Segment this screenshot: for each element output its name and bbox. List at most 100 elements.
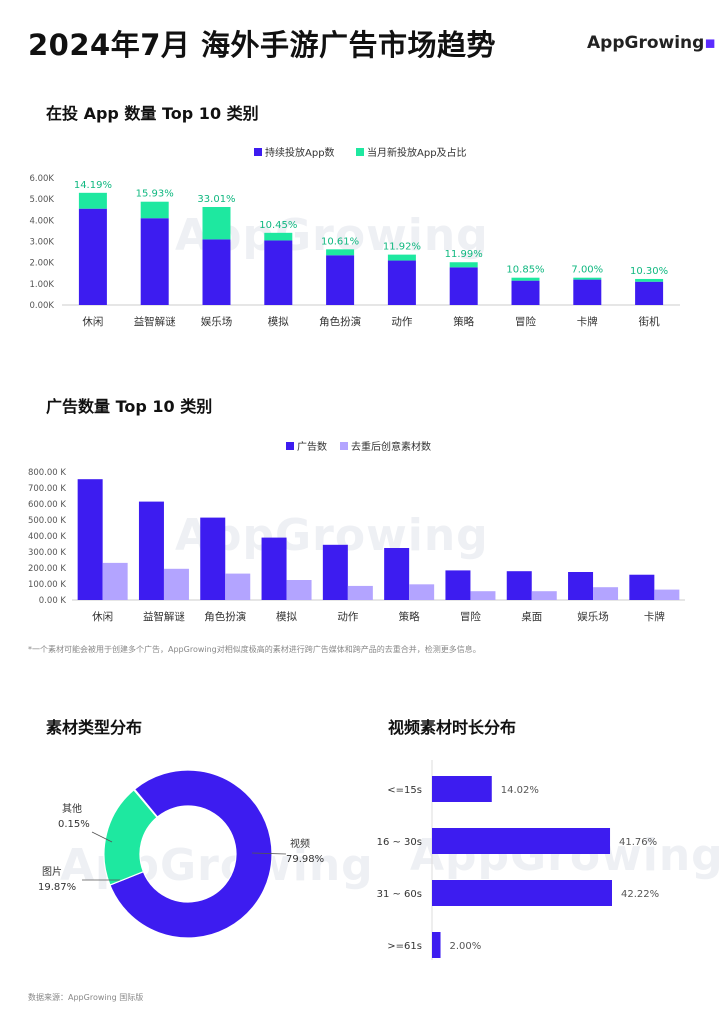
chart2-title: 广告数量 Top 10 类别 [46, 397, 213, 416]
bar-ad-count [138, 501, 164, 600]
duration-bar [432, 828, 611, 854]
app-count-bar-chart: 持续投放App数 当月新投放App及占比 0.00K 1.00K 2.00K 3.00K 4… [30, 146, 680, 328]
x-tick-label: 策略 [453, 315, 474, 328]
y-tick-label: 200.00 K [28, 564, 66, 574]
chart4-title: 视频素材时长分布 [388, 718, 517, 737]
x-tick-label: 动作 [391, 316, 412, 328]
data-label: 10.61% [321, 236, 359, 247]
slice-percent: 19.87% [38, 882, 76, 893]
bar-ad-count [200, 517, 226, 600]
bar-continuing [202, 239, 231, 305]
slice-name: 视频 [290, 837, 310, 850]
duration-percent: 41.76% [619, 837, 657, 848]
duration-bar [432, 880, 612, 906]
page-title: 2024年7月 海外手游广告市场趋势 [28, 28, 496, 62]
bar-creative-count [163, 568, 189, 600]
y-tick-label: 0.00 K [39, 596, 67, 606]
logo-text: AppGrowing [587, 33, 705, 53]
bar-ad-count [445, 570, 471, 600]
bar-continuing [511, 280, 540, 305]
y-tick-label: 2.00K [30, 259, 55, 269]
bar-new [326, 249, 355, 256]
label-leader-line [91, 831, 113, 843]
appgrowing-logo: AppGrowing▪ [587, 33, 716, 53]
video-duration-bar-chart: <=15s 14.02% 16 ~ 30s 41.76% 31 ~ 60s 42.22% >… [377, 760, 659, 960]
bar-ad-count [322, 544, 348, 600]
y-tick-label: 800.00 K [28, 468, 66, 478]
donut-slice [109, 769, 273, 939]
bar-creative-count [593, 587, 619, 600]
y-tick-label: 500.00 K [28, 516, 66, 526]
bar-continuing [78, 208, 107, 305]
bar-ad-count [261, 537, 287, 600]
legend-label-0: 持续投放App数 [265, 146, 335, 159]
data-source: 数据来源：AppGrowing 国际版 [28, 993, 144, 1002]
x-tick-label: 卡牌 [577, 315, 598, 328]
x-tick-label: 益智解谜 [143, 610, 185, 623]
label-leader-line [251, 852, 287, 855]
bar-new [202, 206, 231, 240]
duration-bar [432, 932, 441, 958]
y-tick-label: 300.00 K [28, 548, 66, 558]
ad-count-bar-chart: 广告数 去重后创意素材数 0.00 K 100.00 K 200.00 K 300.00 … [28, 440, 685, 623]
bar-new [140, 201, 169, 219]
x-tick-label: 娱乐场 [577, 610, 609, 623]
bar-creative-count [102, 562, 128, 600]
y-tick-label: 700.00 K [28, 484, 66, 494]
x-tick-label: 街机 [639, 315, 660, 328]
bar-new [387, 254, 416, 261]
x-tick-label: 休闲 [82, 315, 103, 328]
donut-slice [133, 788, 159, 819]
x-tick-label: 卡牌 [644, 610, 665, 623]
duration-bar [432, 776, 492, 802]
x-tick-label: 模拟 [276, 610, 297, 623]
x-tick-label: 角色扮演 [204, 610, 246, 623]
duration-percent: 14.02% [501, 785, 539, 796]
data-label: 7.00% [571, 265, 603, 276]
legend-label-1: 当月新投放App及占比 [367, 146, 467, 159]
bar-continuing [449, 267, 478, 305]
x-tick-label: 休闲 [92, 610, 113, 623]
bar-creative-count [654, 589, 680, 600]
x-tick-label: 冒险 [460, 610, 481, 623]
data-label: 10.85% [506, 265, 544, 276]
y-tick-label: 1.00K [30, 280, 55, 290]
y-tick-label: 6.00K [30, 174, 55, 184]
x-tick-label: 冒险 [515, 315, 536, 328]
duration-category: <=15s [387, 785, 422, 796]
material-type-donut-chart: 视频 79.98% 图片 19.87% 其他 0.15% [38, 769, 324, 939]
data-label: 14.19% [74, 180, 112, 191]
data-label: 33.01% [197, 194, 235, 205]
legend-label-0: 广告数 [297, 440, 327, 453]
bar-continuing [326, 255, 355, 305]
bar-new [573, 277, 602, 280]
bar-continuing [573, 279, 602, 305]
x-tick-label: 模拟 [268, 315, 289, 328]
bar-continuing [140, 218, 169, 305]
bar-creative-count [470, 591, 496, 600]
data-label: 11.92% [383, 242, 421, 253]
x-tick-label: 娱乐场 [201, 315, 233, 328]
data-label: 15.93% [136, 189, 174, 200]
bar-new [635, 278, 664, 282]
y-tick-label: 4.00K [30, 216, 55, 226]
x-tick-label: 益智解谜 [134, 315, 176, 328]
legend-swatch-1 [340, 442, 348, 450]
chart1-title: 在投 App 数量 Top 10 类别 [46, 104, 259, 123]
legend-swatch-1 [356, 148, 364, 156]
slice-name: 其他 [62, 802, 82, 815]
bar-continuing [264, 240, 293, 305]
bar-creative-count [286, 580, 312, 600]
legend-swatch-0 [254, 148, 262, 156]
bar-continuing [387, 260, 416, 305]
bar-ad-count [629, 574, 655, 600]
x-tick-label: 策略 [399, 610, 420, 623]
slice-name: 图片 [42, 865, 62, 878]
logo-dot-icon: ▪ [704, 33, 716, 53]
footnote: *一个素材可能会被用于创建多个广告，AppGrowing对相似度极高的素材进行跨… [28, 645, 481, 654]
bar-creative-count [225, 573, 251, 600]
y-tick-label: 600.00 K [28, 500, 66, 510]
bar-creative-count [409, 584, 435, 600]
bar-new [264, 232, 293, 241]
bar-creative-count [531, 591, 557, 600]
